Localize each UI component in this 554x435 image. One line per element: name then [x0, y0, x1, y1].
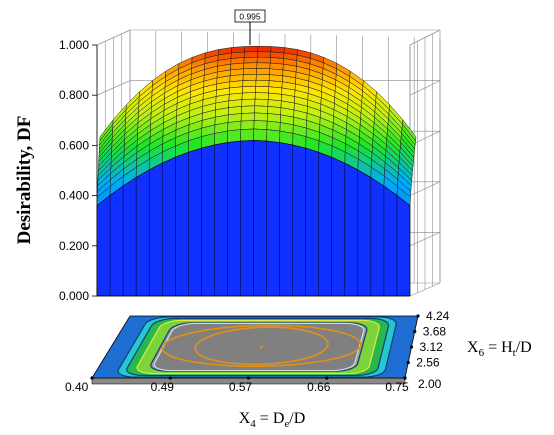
- frame-edge: [96, 29, 131, 46]
- z-tick-label: 0.200: [59, 239, 89, 253]
- z-tick-label: 0.800: [59, 88, 89, 102]
- surface-patch: [243, 56, 258, 64]
- peak-projection: [259, 345, 263, 349]
- surface-patch: [266, 120, 281, 132]
- y-tick-mark: [416, 314, 420, 318]
- surface-patch: [255, 79, 270, 87]
- peak-value-label: 0.995: [239, 12, 261, 22]
- x-tick-label: 0.57: [229, 380, 253, 394]
- z-tick-label: 0.400: [59, 189, 89, 203]
- surface-patch: [240, 120, 255, 130]
- surface-patch: [243, 51, 258, 58]
- x-tick-label: 0.40: [65, 380, 89, 394]
- surface-patch: [243, 62, 258, 70]
- surface-patch: [254, 98, 269, 107]
- surface-patch: [254, 92, 269, 100]
- y-axis-label: X6 = Ht/D: [467, 339, 532, 359]
- x-tick-mark: [168, 376, 172, 380]
- x-axis-ticks: 0.40 0.49 0.57 0.66 0.75: [65, 376, 409, 394]
- surface-patch: [240, 128, 255, 142]
- surface-patch: [243, 68, 257, 75]
- y-tick-mark: [406, 360, 410, 365]
- z-tick-label: 0.000: [59, 289, 89, 303]
- surface-patch: [241, 98, 256, 107]
- frame-edge: [409, 29, 441, 46]
- y-tick-mark: [413, 329, 417, 334]
- y-tick-mark: [409, 345, 414, 349]
- surface-patch: [257, 51, 272, 58]
- x-tick-label: 0.49: [151, 380, 175, 394]
- peak-flag: 0.995: [234, 9, 266, 45]
- surface-patch: [244, 46, 259, 53]
- surface-patch: [253, 128, 268, 142]
- x-tick-label: 0.75: [385, 380, 409, 394]
- surface-patch: [227, 129, 242, 143]
- y-tick-label: 2.56: [416, 356, 440, 370]
- x-tick-mark: [325, 376, 329, 380]
- contour-line: [161, 324, 362, 368]
- surface-patch: [240, 112, 255, 122]
- surface-patch: [253, 120, 268, 130]
- z-axis-label: Desirability, DF: [14, 116, 35, 245]
- x-tick-mark: [246, 376, 251, 380]
- response-surface: [96, 46, 417, 297]
- surface-patch: [241, 92, 256, 100]
- surface-patch: [241, 105, 256, 114]
- surface-patch: [256, 68, 271, 75]
- surface-patch: [253, 112, 268, 122]
- surface-patch: [257, 46, 272, 53]
- y-tick-label: 4.24: [426, 309, 450, 323]
- y-tick-label: 3.68: [423, 325, 447, 339]
- surface-patch: [242, 86, 257, 94]
- surface-patch: [266, 129, 281, 143]
- z-tick-label: 1.000: [59, 38, 89, 52]
- y-axis-ticks: 2.00 2.56 3.123.68 4.24: [403, 309, 450, 391]
- surface-patch: [255, 74, 270, 81]
- y-tick-label: 2.00: [418, 377, 442, 391]
- y-tick-label: 3.12: [420, 340, 444, 354]
- surface-patch: [242, 79, 257, 87]
- x-tick-label: 0.66: [307, 380, 331, 394]
- contour-line: [194, 326, 329, 366]
- z-axis-ticks: 0.000 0.200 0.400 0.600 0.800 1.000: [59, 38, 97, 303]
- contour-floor: [91, 315, 419, 385]
- x-axis-label: X4 = De/D: [239, 410, 306, 430]
- surface-patch: [256, 62, 271, 70]
- y-tick-mark: [403, 376, 407, 380]
- surface-patch: [254, 105, 269, 114]
- surface-patch: [242, 74, 257, 81]
- z-tick-label: 0.600: [59, 138, 89, 152]
- surface-patch: [256, 56, 271, 64]
- surface-patch: [255, 86, 270, 94]
- x-tick-mark: [90, 376, 94, 380]
